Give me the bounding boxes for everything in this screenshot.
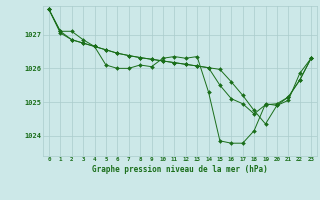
X-axis label: Graphe pression niveau de la mer (hPa): Graphe pression niveau de la mer (hPa) <box>92 165 268 174</box>
